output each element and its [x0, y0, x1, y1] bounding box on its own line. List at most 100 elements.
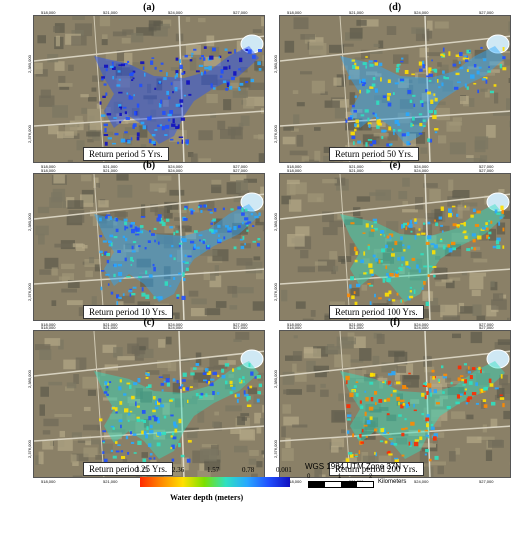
map-image [279, 173, 511, 321]
x-tick-label: 518,000 [287, 325, 302, 330]
return-period-label: Return period 10 Yrs. [83, 305, 174, 319]
legend-value: 0.001 [276, 466, 292, 474]
map-image [33, 330, 265, 478]
x-tick-label: 524,000 [168, 322, 183, 327]
x-tick-label: 524,000 [414, 10, 429, 15]
projection-label: WGS 1984 UTM Zone 37N [305, 462, 402, 471]
flood-map-b [34, 174, 264, 320]
legend-value: 1.57 [207, 466, 220, 474]
x-tick-label: 518,000 [41, 164, 56, 169]
y-tick-label: 2,376,000 [273, 283, 278, 301]
flood-map-d [280, 16, 510, 162]
x-tick-label: 527,000 [233, 10, 248, 15]
y-tick-label: 2,376,000 [27, 125, 32, 143]
scale-bar [308, 481, 374, 488]
x-tick-label: 521,000 [103, 164, 118, 169]
scale-tick: 2 [369, 474, 373, 480]
x-tick-label: 521,000 [103, 10, 118, 15]
y-tick-label: 2,380,000 [27, 370, 32, 388]
x-tick-label: 518,000 [287, 10, 302, 15]
map-panel-e: (e) Return period 100 Yrs. 518,000 518,00… [273, 160, 511, 327]
y-tick-label: 2,380,000 [273, 370, 278, 388]
legend-color-bar [140, 477, 290, 487]
flood-map-c [34, 331, 264, 477]
panel-letter: (a) [143, 2, 155, 13]
return-period-label: Return period 100 Yrs. [329, 305, 424, 319]
x-tick-label: 521,000 [103, 325, 118, 330]
x-tick-label: 524,000 [168, 10, 183, 15]
x-tick-label: 527,000 [479, 479, 494, 484]
y-tick-label: 2,376,000 [27, 440, 32, 458]
x-tick-label: 524,000 [168, 325, 183, 330]
map-panel-f: (f) Return period 200 Yrs. 518,000 518,00… [273, 317, 511, 484]
x-tick-label: 524,000 [168, 168, 183, 173]
map-panel-a: (a) Return period 5 Yrs. 518,000 518,000 5… [27, 2, 265, 169]
x-tick-label: 527,000 [233, 325, 248, 330]
panel-letter: (b) [142, 160, 156, 171]
map-image [279, 330, 511, 478]
x-tick-label: 518,000 [41, 479, 56, 484]
x-tick-label: 527,000 [479, 322, 494, 327]
x-tick-label: 527,000 [479, 164, 494, 169]
x-tick-label: 521,000 [103, 322, 118, 327]
map-image [33, 15, 265, 163]
legend-title: Water depth (meters) [170, 493, 244, 502]
x-tick-label: 527,000 [233, 164, 248, 169]
x-tick-label: 524,000 [414, 479, 429, 484]
x-tick-label: 524,000 [414, 322, 429, 327]
x-tick-label: 521,000 [349, 168, 364, 173]
x-tick-label: 527,000 [479, 325, 494, 330]
x-tick-label: 524,000 [168, 164, 183, 169]
x-tick-label: 518,000 [287, 322, 302, 327]
return-period-label: Return period 200 Yrs. [329, 462, 424, 476]
x-tick-label: 524,000 [414, 164, 429, 169]
flood-map-f [280, 331, 510, 477]
x-tick-label: 518,000 [41, 168, 56, 173]
y-tick-label: 2,376,000 [273, 440, 278, 458]
x-tick-label: 527,000 [479, 10, 494, 15]
scale-tick: 1 [338, 474, 342, 480]
x-tick-label: 518,000 [287, 168, 302, 173]
map-image [279, 15, 511, 163]
x-tick-label: 518,000 [41, 325, 56, 330]
x-tick-label: 518,000 [287, 479, 302, 484]
scale-unit: Kilometers [378, 479, 407, 485]
y-tick-label: 2,380,000 [273, 213, 278, 231]
map-panel-d: (d) Return period 50 Yrs. 518,000 518,000… [273, 2, 511, 169]
legend-value: 3.15 [136, 466, 149, 474]
y-tick-label: 2,380,000 [27, 213, 32, 231]
flood-map-e [280, 174, 510, 320]
map-panel-c: (c) Return period 25 Yrs. 518,000 518,000… [27, 317, 265, 484]
x-tick-label: 521,000 [103, 479, 118, 484]
map-panel-b: (b) Return period 10 Yrs. 518,000 518,000… [27, 160, 265, 327]
y-tick-label: 2,380,000 [273, 55, 278, 73]
x-tick-label: 521,000 [349, 322, 364, 327]
x-tick-label: 521,000 [103, 168, 118, 173]
x-tick-label: 527,000 [479, 168, 494, 173]
return-period-label: Return period 5 Yrs. [83, 147, 169, 161]
legend-value: 2.36 [172, 466, 185, 474]
panel-letter: (c) [143, 317, 155, 328]
map-image [33, 173, 265, 321]
x-tick-label: 521,000 [349, 325, 364, 330]
y-tick-label: 2,376,000 [273, 125, 278, 143]
flood-map-a [34, 16, 264, 162]
x-tick-label: 521,000 [349, 10, 364, 15]
panel-letter: (e) [389, 160, 401, 171]
return-period-label: Return period 25 Yrs. [83, 462, 174, 476]
y-tick-label: 2,380,000 [27, 55, 32, 73]
panel-letter: (f) [390, 317, 400, 328]
panel-letter: (d) [388, 2, 402, 13]
legend-value: 0.78 [242, 466, 255, 474]
x-tick-label: 518,000 [41, 322, 56, 327]
y-tick-label: 2,376,000 [27, 283, 32, 301]
x-tick-label: 527,000 [233, 322, 248, 327]
x-tick-label: 527,000 [233, 168, 248, 173]
x-tick-label: 521,000 [349, 164, 364, 169]
x-tick-label: 518,000 [287, 164, 302, 169]
x-tick-label: 518,000 [41, 10, 56, 15]
return-period-label: Return period 50 Yrs. [329, 147, 420, 161]
x-tick-label: 524,000 [414, 168, 429, 173]
scale-tick: 0 [307, 474, 311, 480]
